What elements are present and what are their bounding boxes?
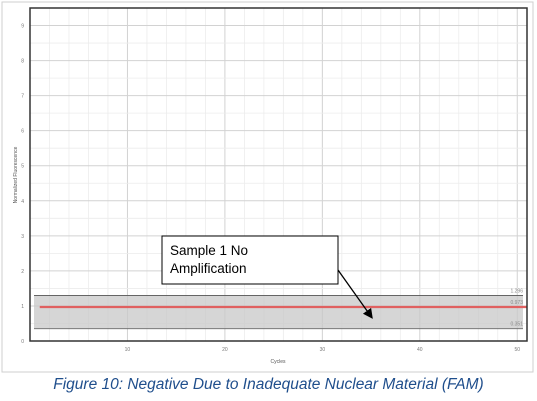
x-tick-label: 50 [514,347,520,353]
threshold-upper-label: 1.296 [510,288,523,294]
y-tick-label: 7 [21,94,24,100]
y-tick-label: 2 [21,269,24,275]
callout-text-line-2: Amplification [170,261,247,276]
callout-text-line-1: Sample 1 No [170,243,248,258]
series-value-label: 0.973 [510,300,523,306]
x-tick-label: 20 [222,347,228,353]
callout-arrow [337,269,373,319]
callout-box [161,235,339,285]
threshold-lower-label: 0.351 [510,322,523,328]
y-tick-label: 8 [21,59,24,65]
annotation-group: Sample 1 No Amplification [161,235,373,319]
y-tick-labels: 0 1 2 3 4 5 6 7 8 9 [21,24,24,345]
x-tick-label: 10 [125,347,131,353]
y-tick-label: 4 [21,199,24,205]
y-tick-label: 5 [21,164,24,170]
x-tick-label: 40 [417,347,423,353]
x-axis-title: Cycles [270,359,286,365]
y-tick-label: 3 [21,234,24,240]
y-axis-title: Normalized Fluorescence [13,146,19,203]
figure-caption: Figure 10: Negative Due to Inadequate Nu… [53,376,484,393]
threshold-band-group: 1.296 0.351 [34,288,523,330]
plot-area-frame [29,7,528,342]
x-tick-labels: 10 20 30 40 50 [125,347,521,353]
y-tick-label: 1 [21,304,24,310]
x-tick-label: 30 [320,347,326,353]
threshold-band [34,295,523,329]
y-tick-label: 0 [21,339,24,345]
grid-lines [30,8,527,342]
y-tick-label: 9 [21,24,24,30]
series-group: 0.973 [39,300,527,309]
y-tick-label: 6 [21,129,24,135]
